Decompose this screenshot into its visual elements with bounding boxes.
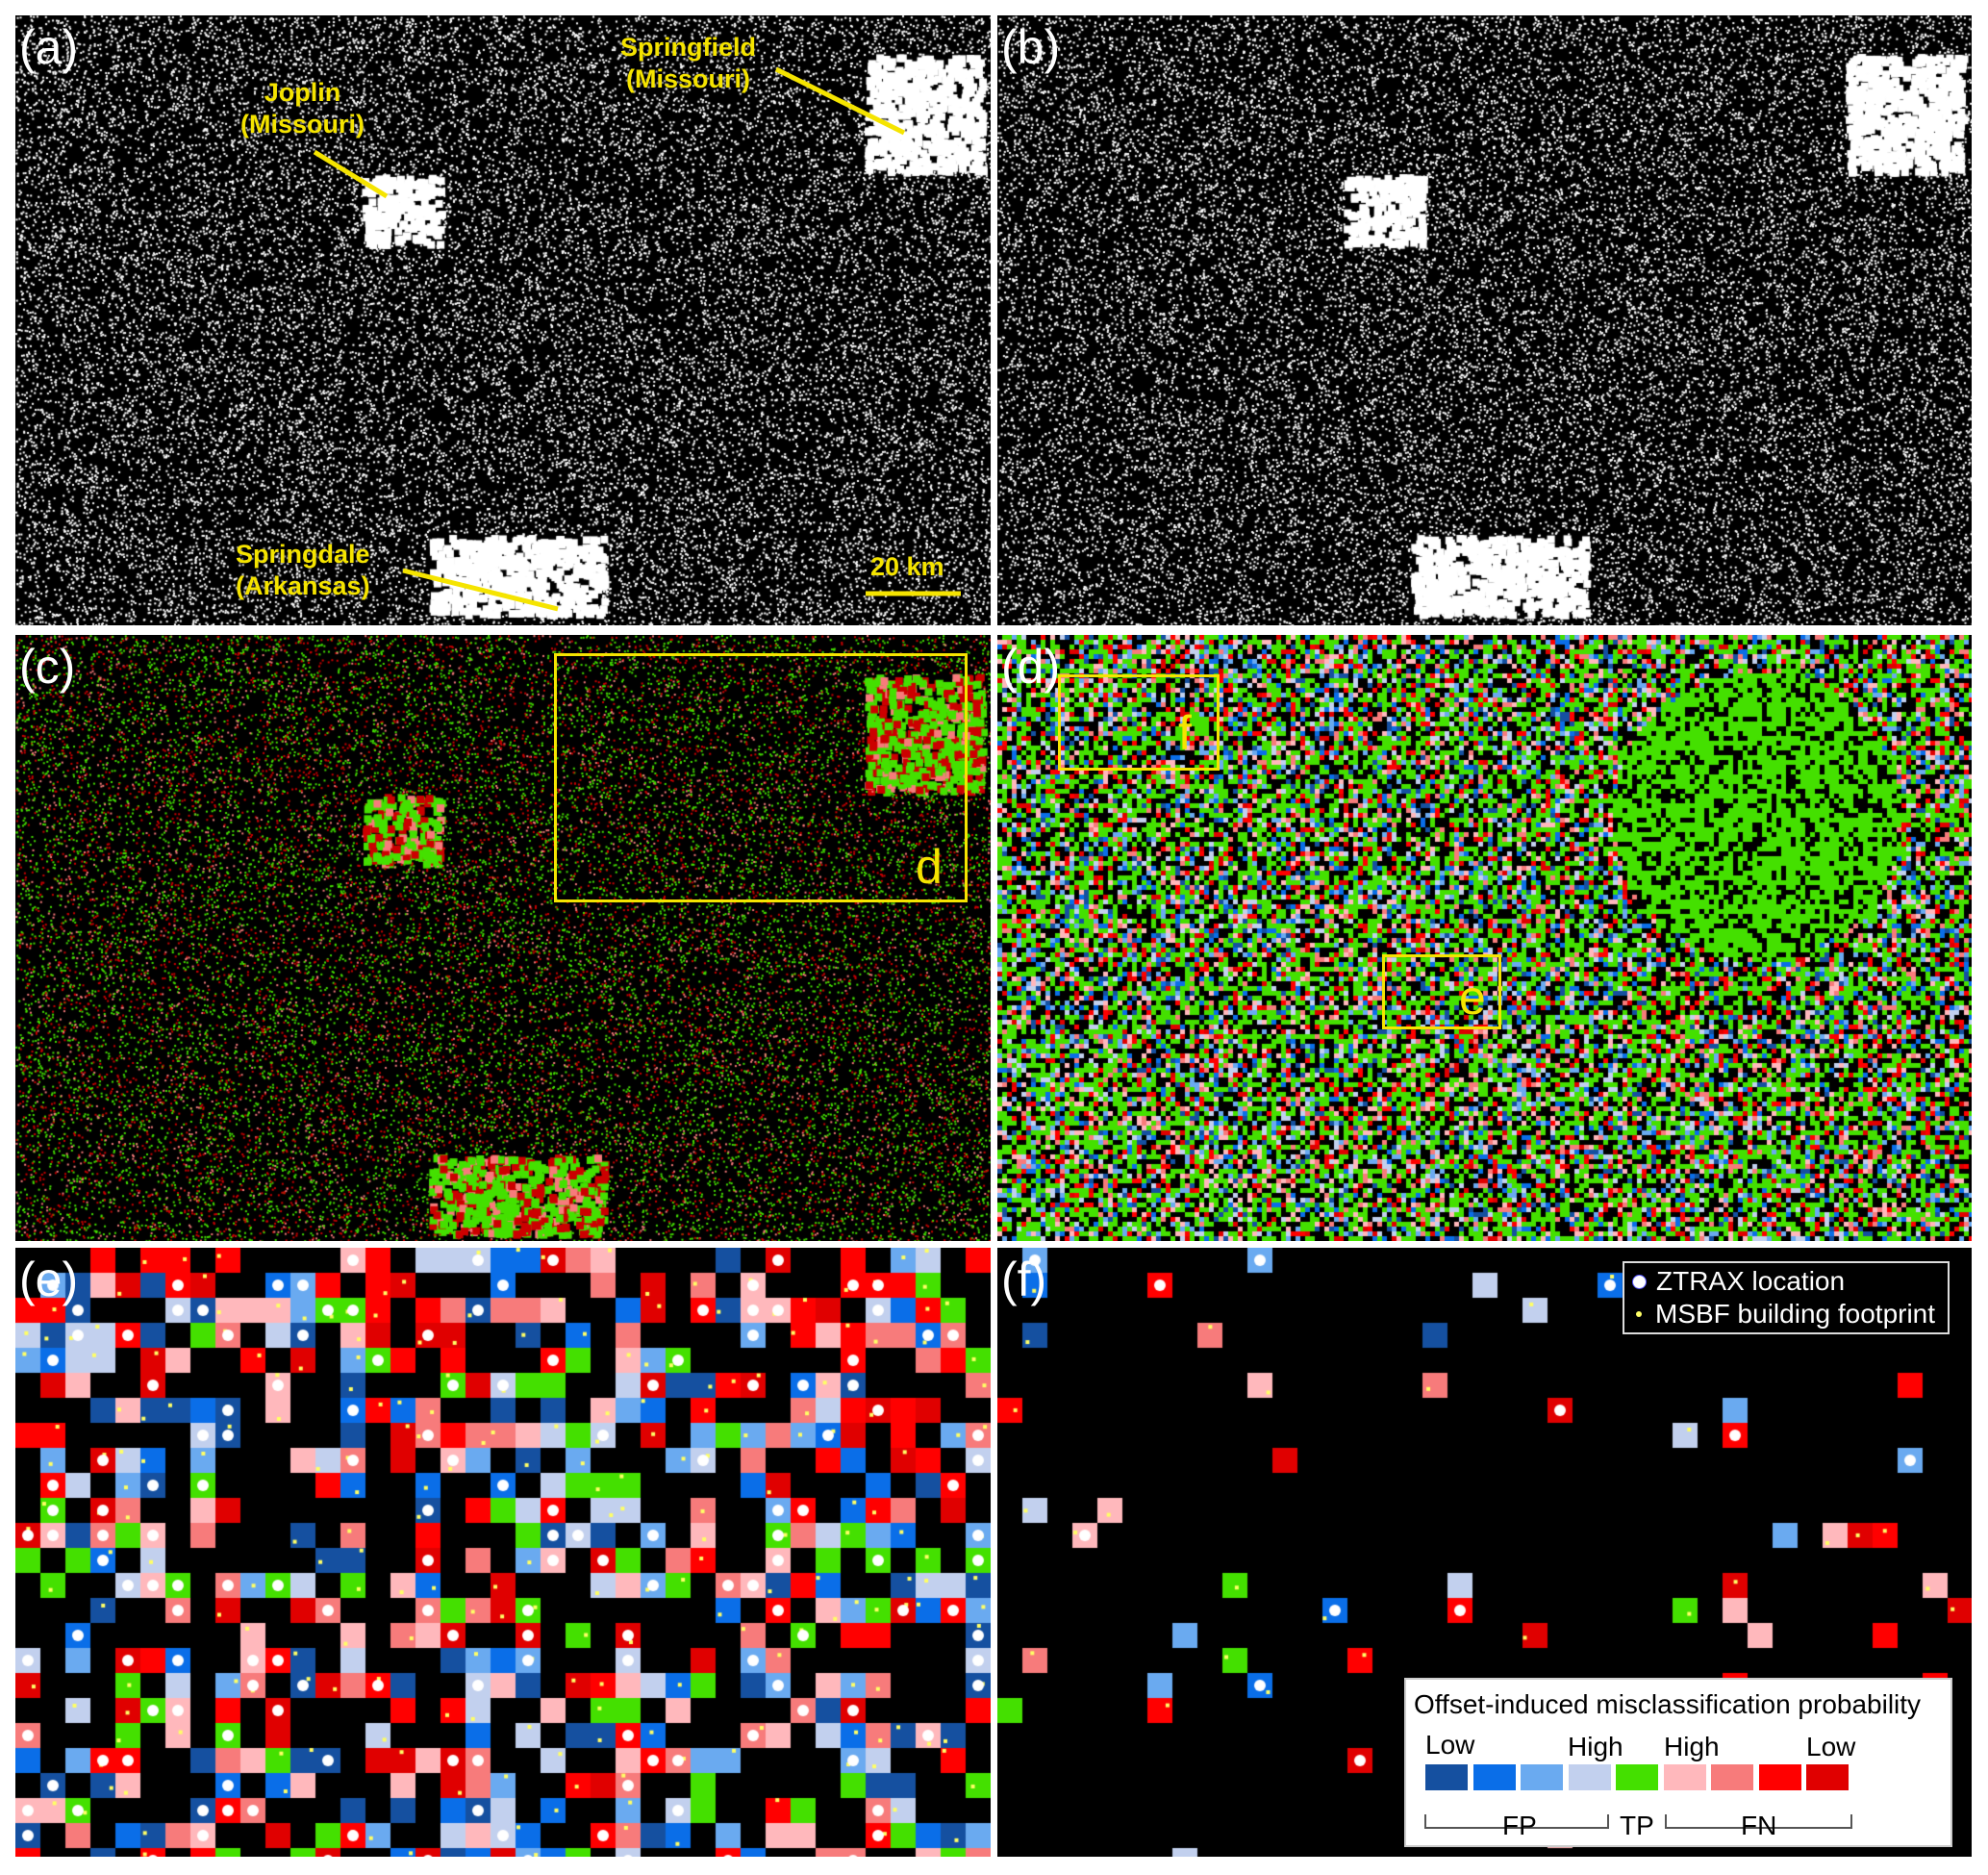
inset-box-e	[1382, 954, 1501, 1029]
fp-high: High	[1568, 1732, 1623, 1761]
panel-c: (c)	[15, 635, 991, 1241]
scale-bar-label: 20 km	[870, 552, 944, 581]
msbf-label: MSBF building footprint	[1655, 1299, 1936, 1329]
fp-low: Low	[1425, 1730, 1475, 1760]
fn-low: Low	[1806, 1732, 1856, 1761]
label-springfield: Springfield (Missouri)	[620, 33, 756, 93]
legend-swatch	[1616, 1764, 1658, 1790]
ztrax-marker-icon	[1632, 1274, 1647, 1289]
point-legend: ZTRAX location MSBF building footprint	[1623, 1261, 1950, 1334]
msbf-marker-icon	[1636, 1311, 1642, 1317]
inset-label-e: e	[1459, 971, 1486, 1025]
inset-label-d: d	[916, 840, 943, 894]
fp-label: FP	[1502, 1811, 1537, 1840]
tp-label: TP	[1620, 1811, 1654, 1840]
classification-map-c	[15, 635, 991, 1241]
legend-swatch	[1663, 1764, 1706, 1790]
legend-swatch	[1521, 1764, 1563, 1790]
panel-label: (a)	[19, 20, 79, 74]
panel-d: (d)	[997, 635, 1972, 1241]
springfield-pointer	[774, 66, 906, 136]
fn-label: FN	[1741, 1811, 1777, 1840]
panel-label: (d)	[1001, 640, 1061, 694]
ztrax-label: ZTRAX location	[1656, 1266, 1846, 1296]
panel-label: (e)	[19, 1253, 79, 1306]
panel-e: (e)	[15, 1248, 991, 1857]
legend-swatch	[1472, 1764, 1516, 1790]
label-springdale: Springdale (Arkansas)	[236, 540, 370, 600]
fn-high: High	[1664, 1732, 1720, 1761]
legend-swatch	[1711, 1764, 1753, 1790]
built-up-map-a	[15, 15, 991, 625]
color-legend: Offset-induced misclassification probabi…	[1404, 1678, 1952, 1847]
joplin-pointer	[313, 149, 389, 199]
panel-label: (c)	[19, 640, 76, 694]
legend-brackets	[1424, 1814, 1852, 1829]
legend-swatch	[1425, 1764, 1468, 1790]
built-up-map-b	[997, 15, 1972, 625]
inset-label-f: f	[1178, 706, 1192, 760]
legend-swatch	[1806, 1764, 1849, 1790]
legend-swatch	[1758, 1764, 1801, 1790]
panel-b: (b)	[997, 15, 1972, 625]
classification-map-d	[997, 635, 1972, 1241]
panel-a: (a)	[15, 15, 991, 625]
inset-box-d	[554, 653, 968, 902]
label-joplin: Joplin (Missouri)	[240, 78, 365, 139]
inset-box-f	[1058, 674, 1220, 771]
panel-label: (f)	[1001, 1253, 1047, 1306]
springdale-pointer	[402, 568, 559, 612]
legend-title: Offset-induced misclassification probabi…	[1414, 1689, 1922, 1719]
panel-label: (b)	[1001, 20, 1061, 74]
legend-swatch	[1568, 1764, 1611, 1790]
grid-map-e	[15, 1248, 991, 1857]
